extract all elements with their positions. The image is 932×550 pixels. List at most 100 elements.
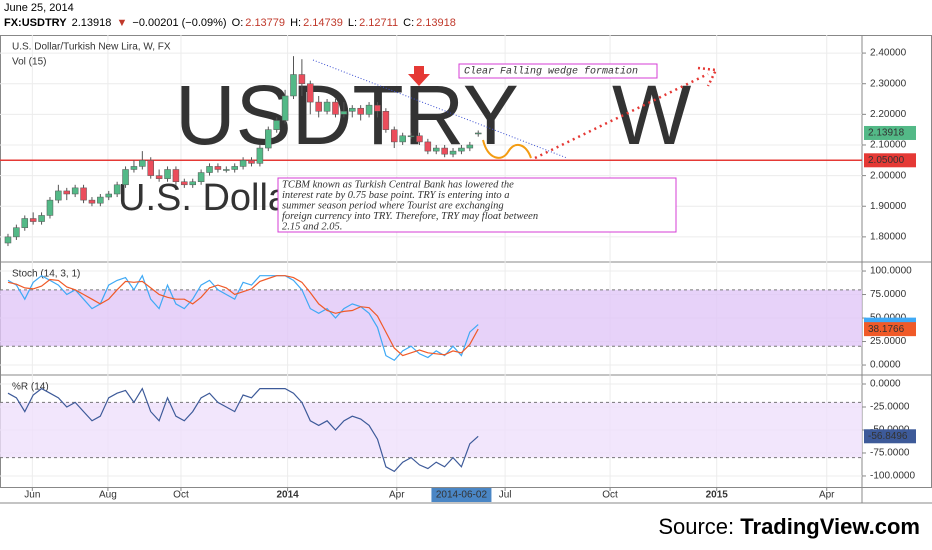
watermark-interval: W: [612, 68, 691, 162]
symbol: FX:USDTRY: [4, 17, 67, 29]
candle-body: [340, 111, 348, 115]
candle-body: [458, 147, 465, 152]
wedge-text: Clear Falling wedge formation: [464, 66, 638, 78]
date: June 25, 2014: [4, 2, 74, 14]
candle-body: [197, 172, 205, 182]
candle-body: [164, 169, 171, 179]
y-tick-label: 25.0000: [870, 336, 907, 347]
candle-body: [239, 160, 247, 167]
candle-body: [365, 104, 373, 115]
candle-body: [88, 199, 96, 204]
y-tick-label: 2.30000: [870, 78, 907, 89]
y-tick-label: 1.80000: [870, 232, 907, 243]
y-tick-label: 0.0000: [870, 379, 901, 390]
y-tick-label: 1.90000: [870, 201, 907, 212]
candle-body: [391, 129, 398, 143]
candle-body: [4, 236, 12, 244]
candle-body: [113, 184, 121, 195]
h-label: H:: [290, 17, 302, 29]
quote-bar: FX:USDTRY 2.13918 ▼ −0.00201 (−0.09%) O:…: [4, 17, 458, 29]
change: −0.00201 (−0.09%): [132, 17, 227, 29]
c-value: 2.13918: [416, 17, 456, 29]
source-site: TradingView.com: [740, 514, 920, 539]
panel-title: U.S. Dollar/Turkish New Lira, W, FX: [12, 42, 171, 53]
candle-body: [382, 111, 390, 130]
level-label: 2.05000: [868, 155, 905, 166]
y-tick-label: -25.0000: [870, 402, 910, 413]
candle-body: [474, 132, 482, 135]
candle-body: [248, 160, 255, 164]
candle-body: [290, 74, 297, 97]
band-fill: [0, 402, 862, 458]
candle-body: [349, 107, 356, 112]
x-tick-label: 2015: [706, 490, 729, 501]
value-label: -56.8496: [868, 431, 908, 442]
candle-body: [46, 199, 54, 216]
panel: 0.0000-25.0000-50.0000-75.0000-100.0000%…: [0, 375, 916, 487]
candle-body: [122, 169, 129, 186]
series-line: [7, 387, 479, 473]
candle-body: [265, 129, 272, 149]
source: Source: TradingView.com: [658, 514, 920, 540]
candle-body: [399, 135, 406, 143]
candle-body: [256, 147, 264, 164]
candle-body: [29, 218, 37, 222]
panel-title: %R (14): [12, 382, 49, 393]
crosshair-date-box: [431, 488, 492, 502]
l-value: 2.12711: [359, 17, 399, 29]
candle-body: [71, 187, 79, 195]
candle-body: [374, 104, 381, 112]
y-tick-label: -100.0000: [870, 471, 915, 482]
x-tick-label: Jun: [24, 490, 40, 501]
o-label: O:: [231, 17, 244, 29]
candle-body: [231, 166, 238, 170]
price-label: 2.13918: [868, 128, 905, 139]
h-value: 2.14739: [303, 17, 343, 29]
candle-body: [21, 218, 29, 228]
candle-body: [416, 135, 423, 143]
candle-body: [139, 160, 146, 167]
note-box: [277, 177, 677, 233]
o-value: 2.13779: [245, 17, 286, 29]
y-tick-label: 0.0000: [870, 360, 901, 371]
candle-body: [55, 190, 62, 201]
x-tick-label: Oct: [602, 490, 618, 501]
trend-line: [312, 59, 568, 159]
x-tick-label: Aug: [99, 490, 117, 501]
candle-body: [441, 147, 448, 155]
candle-body: [97, 196, 104, 204]
candle-body: [281, 95, 289, 121]
candle-body: [130, 166, 138, 170]
chart: 1.80000 1.90000 2.00000 2.10000 2.20000 2.300…: [0, 35, 932, 504]
candle-body: [147, 160, 154, 176]
projection-arrowhead: [697, 66, 718, 87]
candle-body: [80, 187, 87, 201]
candle-body: [449, 150, 457, 155]
y-tick-label: 75.0000: [870, 289, 907, 300]
candle-body: [206, 166, 213, 173]
panel: 0.000025.000050.000075.0000100.0000Stoch…: [0, 262, 916, 375]
x-tick-label: Jul: [499, 490, 512, 501]
series-line: [7, 274, 479, 362]
source-prefix: Source:: [658, 514, 735, 539]
y-tick-label: 2.00000: [870, 170, 907, 181]
y-tick-label: 2.40000: [870, 48, 907, 59]
value-label-box: [864, 322, 916, 337]
y-tick-label: 2.20000: [870, 109, 907, 120]
candle-body: [407, 135, 415, 138]
candle-body: [307, 83, 314, 103]
x-tick-label: Apr: [819, 490, 835, 501]
candle-body: [38, 215, 45, 222]
candle-body: [214, 166, 222, 170]
price-label-box: [864, 125, 916, 140]
candle-body: [466, 144, 474, 149]
candle-body: [424, 141, 432, 152]
y-tick-label: 2.10000: [870, 140, 907, 151]
crosshair-date: 2014-06-02: [436, 490, 488, 501]
wedge-box: [458, 63, 658, 79]
note-line: 2.15 and 2.05.: [282, 221, 342, 232]
value-label: 38.1766: [868, 324, 905, 335]
note-line: interest rate by 0.75 base point. TRY is…: [282, 190, 510, 201]
level-label-box: [864, 153, 916, 168]
